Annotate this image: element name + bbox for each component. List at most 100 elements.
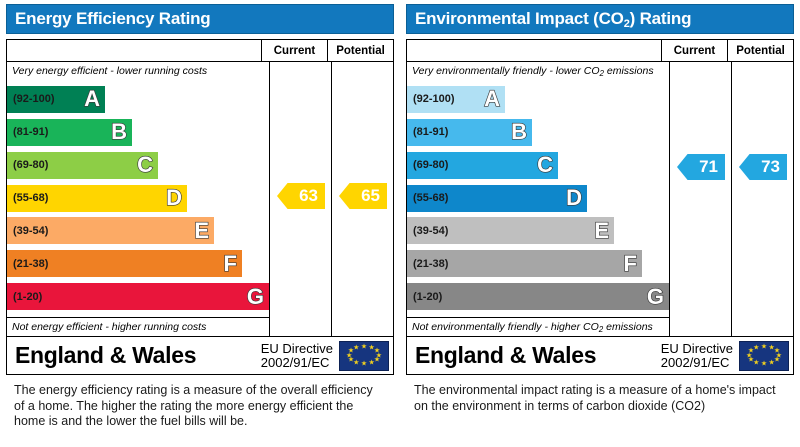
- current-co2-arrow: 71: [677, 154, 725, 180]
- env-band-bar-e: (39-54) E: [407, 217, 614, 245]
- env-title-pre: Environmental Impact (CO: [415, 9, 624, 28]
- band-bar-e: (39-54) E: [7, 217, 214, 245]
- env-band-row-e: (39-54) E: [407, 217, 669, 245]
- band-bar-a: (92-100) A: [7, 85, 105, 113]
- env-title-post: ) Rating: [629, 9, 692, 28]
- band-bar-f: (21-38) F: [7, 250, 242, 278]
- energy-caption: The energy efficiency rating is a measur…: [14, 383, 373, 428]
- eu-directive-line1: EU Directive: [260, 340, 333, 356]
- env-band-letter-e: E: [594, 217, 610, 243]
- potential-co2-value: 73: [761, 157, 780, 176]
- eu-directive-text: EU Directive 2002/91/EC: [260, 340, 333, 370]
- env-title-sub: 2: [623, 18, 630, 30]
- column-header-current: Current: [261, 40, 327, 61]
- env-band-bar-g: (1-20) G: [407, 283, 669, 311]
- env-band-letter-d: D: [565, 185, 582, 210]
- env-band-letter-a: A: [483, 86, 500, 112]
- band-bar-d: (55-68) D: [7, 184, 187, 212]
- eu-flag-icon: ★ ★ ★ ★ ★ ★ ★ ★ ★ ★ ★ ★: [339, 340, 389, 371]
- env-band-range-f: (21-38): [413, 257, 449, 270]
- eu-directive-text-env: EU Directive 2002/91/EC: [660, 340, 733, 370]
- env-botnote-post: emissions: [603, 321, 653, 333]
- env-band-bar-a: (92-100) A: [407, 85, 505, 113]
- page-title: Energy Efficiency Rating: [15, 9, 211, 28]
- env-band-bar-d: (55-68) D: [407, 184, 587, 212]
- band-letter-a: A: [83, 86, 100, 112]
- environmental-impact-panel: Environmental Impact (CO2) Rating Curren…: [400, 0, 800, 447]
- band-range-f: (21-38): [13, 257, 49, 270]
- env-band-letter-c: C: [536, 152, 553, 178]
- band-row-a: (92-100) A: [7, 85, 269, 113]
- energy-efficiency-panel: Energy Efficiency Rating Current Potenti…: [6, 4, 394, 428]
- band-row-f: (21-38) F: [7, 250, 269, 278]
- band-row-c: (69-80) C: [7, 151, 269, 179]
- env-band-row-b: (81-91) B: [407, 118, 669, 146]
- band-row-d: (55-68) D: [7, 184, 269, 212]
- column-header-current-env: Current: [661, 40, 727, 61]
- current-co2-value: 71: [699, 157, 718, 176]
- band-letter-d: D: [165, 185, 182, 210]
- environmental-bars-area: Very environmentally friendly - lower CO…: [407, 62, 669, 336]
- current-rating-column: 63: [269, 62, 331, 336]
- band-bar-b: (81-91) B: [7, 118, 132, 146]
- env-botnote-sub: 2: [598, 325, 604, 334]
- env-band-range-g: (1-20): [413, 290, 443, 303]
- band-range-c: (69-80): [13, 159, 49, 172]
- env-band-row-d: (55-68) D: [407, 184, 669, 212]
- header-spacer-env: [407, 40, 661, 61]
- band-range-d: (55-68): [13, 192, 49, 204]
- column-header-row-env: Current Potential: [407, 40, 793, 62]
- band-letter-g: G: [246, 283, 264, 309]
- energy-chart-body: Very energy efficient - lower running co…: [7, 62, 393, 336]
- eu-flag-icon-env: ★ ★ ★ ★ ★ ★ ★ ★ ★ ★ ★ ★: [739, 340, 789, 371]
- environmental-caption: The environmental impact rating is a mea…: [414, 383, 776, 413]
- eu-directive-line2-env: 2002/91/EC: [660, 354, 730, 370]
- energy-bars-area: Very energy efficient - lower running co…: [7, 62, 269, 336]
- energy-efficiency-title-bar: Energy Efficiency Rating: [6, 4, 394, 34]
- top-note-energy: Very energy efficient - lower running co…: [12, 65, 208, 77]
- env-band-row-g: (1-20) G: [407, 283, 669, 311]
- env-band-row-c: (69-80) C: [407, 151, 669, 179]
- env-band-range-e: (39-54): [413, 224, 449, 237]
- top-note-environmental: Very environmentally friendly - lower CO…: [407, 62, 669, 79]
- bottom-note-energy: Not energy efficient - higher running co…: [7, 317, 269, 336]
- potential-co2-arrow: 73: [739, 154, 787, 180]
- band-letter-f: F: [223, 250, 238, 276]
- env-band-bar-c: (69-80) C: [407, 151, 558, 179]
- env-band-letter-g: G: [646, 283, 664, 309]
- eu-directive-line2: 2002/91/EC: [260, 354, 330, 370]
- current-rating-value: 63: [299, 186, 318, 205]
- environmental-impact-chart: Current Potential Very environmentally f…: [406, 39, 794, 337]
- potential-rating-value: 65: [361, 186, 380, 205]
- band-bar-c: (69-80) C: [7, 151, 158, 179]
- env-botnote-pre: Not environmentally friendly - higher CO: [412, 321, 599, 333]
- env-band-range-b: (81-91): [413, 126, 449, 139]
- env-band-letter-f: F: [623, 250, 638, 276]
- env-band-range-d: (55-68): [413, 192, 449, 204]
- eu-directive-group-env: EU Directive 2002/91/EC ★ ★ ★ ★ ★ ★ ★ ★ …: [660, 340, 789, 371]
- env-band-bar-f: (21-38) F: [407, 250, 642, 278]
- band-letter-b: B: [110, 119, 127, 145]
- column-header-row: Current Potential: [7, 40, 393, 62]
- band-row-g: (1-20) G: [7, 283, 269, 311]
- potential-co2-column: 73: [731, 62, 793, 336]
- potential-rating-column: 65: [331, 62, 393, 336]
- band-range-a: (92-100): [13, 93, 55, 106]
- environmental-impact-title-bar: Environmental Impact (CO2) Rating: [406, 4, 794, 34]
- region-label: England & Wales: [15, 342, 197, 368]
- env-band-range-c: (69-80): [413, 159, 449, 172]
- current-rating-arrow: 63: [277, 183, 325, 209]
- eu-directive-line1-env: EU Directive: [660, 340, 733, 356]
- env-topnote-sub: 2: [599, 69, 604, 78]
- env-band-row-a: (92-100) A: [407, 85, 669, 113]
- environmental-chart-body: Very environmentally friendly - lower CO…: [407, 62, 793, 336]
- potential-rating-arrow: 65: [339, 183, 387, 209]
- band-bar-g: (1-20) G: [7, 283, 269, 311]
- environmental-band-list: (92-100) A (81-91) B (69: [407, 79, 669, 317]
- band-letter-e: E: [194, 217, 210, 243]
- env-band-letter-b: B: [510, 119, 527, 145]
- band-row-b: (81-91) B: [7, 118, 269, 146]
- column-header-potential: Potential: [327, 40, 393, 61]
- env-topnote-pre: Very environmentally friendly - lower CO: [412, 65, 600, 77]
